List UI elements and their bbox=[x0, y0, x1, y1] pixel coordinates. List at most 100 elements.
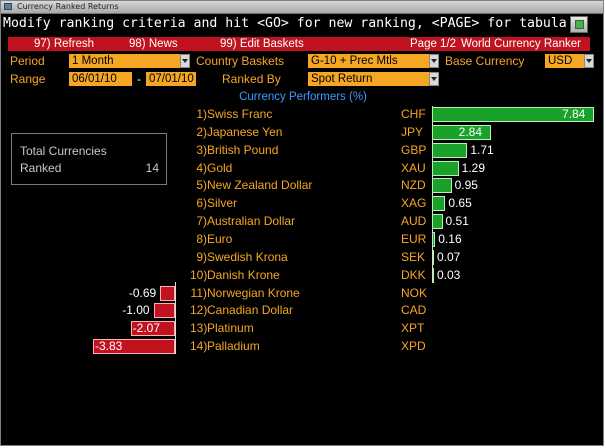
currency-name: 7)Australian Dollar bbox=[190, 213, 295, 230]
positive-bar bbox=[432, 107, 594, 122]
currency-label: Platinum bbox=[207, 321, 254, 336]
table-row[interactable]: 10)Danish Krone DKK 0.03 bbox=[0, 267, 606, 284]
bar-value-label: 0.65 bbox=[448, 196, 472, 211]
rank-number: 9) bbox=[196, 249, 207, 264]
section-title: Currency Performers (%) bbox=[239, 91, 367, 103]
period-label: Period bbox=[10, 54, 45, 68]
table-row[interactable]: 14)Palladium XPD -3.83 bbox=[0, 338, 606, 355]
bar-value-label: -0.69 bbox=[128, 285, 157, 300]
negative-bar bbox=[160, 285, 175, 301]
news-button[interactable]: 98) News bbox=[129, 38, 178, 50]
summary-line2: Ranked bbox=[20, 161, 62, 175]
summary-count: 14 bbox=[145, 161, 159, 175]
table-row[interactable]: 5)New Zealand Dollar NZD 0.95 bbox=[0, 177, 606, 194]
menu-bar: 97) Refresh 98) News 99) Edit Baskets Pa… bbox=[8, 37, 590, 51]
country-baskets-select[interactable]: G-10 + Prec Mtls bbox=[308, 54, 429, 68]
ranked-by-select[interactable]: Spot Return bbox=[308, 72, 429, 86]
bar-value-label: 0.95 bbox=[454, 178, 478, 193]
currency-name: 6)Silver bbox=[190, 195, 237, 212]
currency-name: 4)Gold bbox=[190, 160, 232, 177]
table-row[interactable]: 6)Silver XAG 0.65 bbox=[0, 195, 606, 212]
bar-value-label: 0.16 bbox=[438, 231, 462, 246]
base-currency-dropdown-icon[interactable] bbox=[584, 54, 594, 68]
positive-bar bbox=[432, 160, 459, 176]
table-row[interactable]: 1)Swiss Franc CHF 7.84 bbox=[0, 106, 606, 123]
currency-label: Japanese Yen bbox=[207, 124, 283, 139]
bar-value-label: 2.84 bbox=[458, 124, 483, 139]
rank-number: 1) bbox=[196, 107, 207, 121]
currency-name: 11)Norwegian Krone bbox=[190, 285, 300, 302]
positive-bar bbox=[432, 249, 434, 265]
screen-title: World Currency Ranker bbox=[461, 38, 581, 50]
table-row[interactable]: 4)Gold XAU 1.29 bbox=[0, 160, 606, 177]
title-bar: Currency Ranked Returns bbox=[1, 1, 603, 14]
positive-bar bbox=[432, 142, 468, 158]
refresh-button[interactable]: 97) Refresh bbox=[34, 38, 95, 50]
range-label: Range bbox=[10, 72, 46, 86]
country-baskets-label: Country Baskets bbox=[196, 54, 285, 68]
currency-label: New Zealand Dollar bbox=[207, 178, 313, 193]
currency-label: Swiss Franc bbox=[207, 107, 273, 121]
window-title: Currency Ranked Returns bbox=[17, 2, 119, 11]
range-end-input[interactable]: 07/01/10 bbox=[146, 72, 196, 86]
bar-value-label: 0.07 bbox=[437, 249, 461, 264]
export-excel-icon[interactable] bbox=[570, 16, 588, 33]
table-row[interactable]: 3)British Pound GBP 1.71 bbox=[0, 142, 606, 159]
currency-label: Palladium bbox=[207, 339, 260, 354]
table-row[interactable]: 8)Euro EUR 0.16 bbox=[0, 231, 606, 248]
currency-name: 2)Japanese Yen bbox=[190, 124, 282, 141]
currency-code: JPY bbox=[401, 124, 424, 139]
currency-code: XPD bbox=[401, 339, 426, 354]
period-dropdown-icon[interactable] bbox=[180, 54, 190, 68]
bar-value-label: 7.84 bbox=[562, 107, 586, 121]
currency-code: SEK bbox=[401, 249, 426, 264]
bar-value-label: 0.51 bbox=[445, 214, 469, 229]
table-row[interactable]: 2)Japanese Yen JPY 2.84 bbox=[0, 124, 606, 141]
ranked-by-dropdown-icon[interactable] bbox=[429, 72, 439, 86]
summary-line1: Total Currencies bbox=[20, 144, 107, 158]
negative-bar bbox=[153, 303, 175, 319]
currency-name: 13)Platinum bbox=[190, 320, 254, 337]
rank-number: 14) bbox=[190, 339, 208, 354]
rank-number: 2) bbox=[196, 124, 207, 139]
currency-name: 5)New Zealand Dollar bbox=[190, 177, 312, 194]
range-start-input[interactable]: 06/01/10 bbox=[69, 72, 132, 86]
zero-axis-positive bbox=[432, 106, 433, 282]
rank-number: 10) bbox=[190, 267, 208, 282]
currency-code: XAG bbox=[401, 196, 427, 211]
currency-code: GBP bbox=[401, 142, 427, 157]
positive-bar bbox=[432, 214, 443, 230]
country-baskets-dropdown-icon[interactable] bbox=[429, 54, 439, 68]
currency-code: NOK bbox=[401, 285, 428, 300]
rank-number: 5) bbox=[196, 178, 207, 193]
currency-name: 14)Palladium bbox=[190, 338, 260, 355]
positive-bar bbox=[432, 196, 446, 212]
rank-number: 4) bbox=[196, 160, 207, 175]
table-row[interactable]: 13)Platinum XPT -2.07 bbox=[0, 320, 606, 337]
table-row[interactable]: 7)Australian Dollar AUD 0.51 bbox=[0, 213, 606, 230]
rank-number: 6) bbox=[196, 196, 207, 211]
currency-code: EUR bbox=[401, 231, 427, 246]
bar-value-label: 0.03 bbox=[437, 267, 461, 282]
negative-bar bbox=[130, 321, 175, 337]
edit-baskets-button[interactable]: 99) Edit Baskets bbox=[220, 38, 304, 50]
currency-label: Swedish Krona bbox=[207, 249, 288, 264]
base-currency-select[interactable]: USD bbox=[545, 54, 584, 68]
bar-value-label: 1.29 bbox=[461, 160, 485, 175]
zero-axis-negative bbox=[175, 282, 176, 354]
currency-code: AUD bbox=[401, 214, 427, 229]
command-line[interactable]: Modify ranking criteria and hit <GO> for… bbox=[3, 14, 568, 34]
table-row[interactable]: 11)Norwegian Krone NOK -0.69 bbox=[0, 285, 606, 302]
rank-number: 7) bbox=[196, 214, 207, 229]
period-select[interactable]: 1 Month bbox=[69, 54, 180, 68]
currency-name: 12)Canadian Dollar bbox=[190, 302, 293, 319]
currency-label: Canadian Dollar bbox=[207, 303, 294, 318]
rank-number: 11) bbox=[190, 285, 207, 300]
bar-value-label: 1.71 bbox=[470, 142, 494, 157]
rank-number: 8) bbox=[196, 231, 207, 246]
table-row[interactable]: 9)Swedish Krona SEK 0.07 bbox=[0, 249, 606, 266]
table-row[interactable]: 12)Canadian Dollar CAD -1.00 bbox=[0, 302, 606, 319]
bar-value-label: -3.83 bbox=[95, 339, 123, 354]
summary-box: Total Currencies Ranked 14 bbox=[11, 133, 167, 185]
currency-code: CAD bbox=[401, 303, 427, 318]
